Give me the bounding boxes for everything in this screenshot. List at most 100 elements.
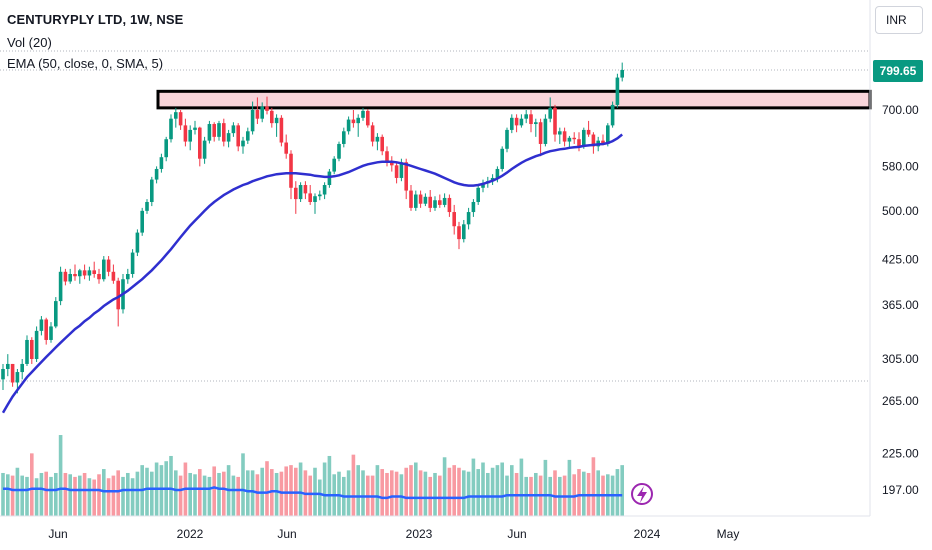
volume-bar [82, 472, 87, 516]
candle [145, 199, 149, 214]
candle [543, 114, 548, 147]
candle [260, 102, 264, 123]
candle [466, 207, 471, 230]
candle [332, 156, 336, 175]
candle [140, 207, 144, 236]
volume-bar [87, 478, 92, 516]
volume-bar [356, 465, 360, 516]
candle [414, 190, 418, 211]
volume-bar [543, 459, 548, 516]
volume-bar [529, 476, 533, 516]
candle [39, 316, 44, 336]
time-tick-label: May [717, 527, 740, 541]
candle [510, 114, 514, 134]
volume-bar [553, 470, 557, 516]
price-tick-label: 700.00 [882, 103, 919, 117]
volume-bar [375, 465, 380, 516]
volume-bar [20, 475, 24, 516]
candle [34, 326, 39, 362]
volume-bar [130, 478, 135, 516]
volume-bar [519, 458, 524, 516]
volume-bar [198, 469, 202, 516]
volume-bar [390, 470, 394, 516]
volume-bar [452, 465, 456, 516]
candle [327, 168, 332, 188]
candle [514, 114, 519, 133]
volume-bar [188, 472, 192, 516]
candle [553, 104, 557, 142]
candle [433, 196, 437, 211]
volume-bar [322, 462, 327, 516]
candle [174, 107, 178, 128]
volume-indicator-label[interactable]: Vol (20) [7, 35, 52, 50]
volume-bar [202, 475, 207, 516]
candle [346, 116, 351, 135]
volume-bar [241, 453, 245, 516]
volume-bar [442, 457, 447, 516]
volume-bar [121, 476, 125, 516]
volume-bar [178, 475, 183, 516]
candle [274, 114, 279, 137]
candle [534, 118, 538, 137]
volume-bar [250, 470, 255, 516]
volume-bar [615, 469, 620, 516]
alert-lightning-icon[interactable] [631, 483, 653, 505]
candle [505, 127, 509, 153]
volume-bar [231, 475, 236, 516]
volume-bar [63, 472, 68, 516]
candle [154, 166, 159, 184]
volume-bar [1, 472, 5, 516]
volume-bar [169, 455, 173, 516]
candle [20, 359, 24, 380]
volume-bar [78, 475, 82, 516]
price-tick-label: 305.00 [882, 352, 919, 366]
candle [92, 261, 96, 278]
volume-bar [116, 470, 120, 516]
candle [423, 193, 428, 207]
volume-bar [97, 474, 101, 516]
candle [308, 185, 312, 205]
volume-bar [361, 470, 365, 516]
candle [428, 190, 432, 213]
currency-button[interactable]: INR [875, 6, 923, 34]
candle [222, 118, 226, 147]
candle [217, 120, 221, 141]
volume-bar [351, 454, 356, 516]
volume-bar [135, 471, 140, 516]
volume-bar [313, 467, 317, 516]
candle [390, 156, 394, 172]
candle [44, 317, 48, 345]
resistance-zone [156, 89, 872, 110]
candle [370, 122, 375, 147]
volume-bar [255, 474, 260, 516]
candle [164, 136, 168, 162]
volume-bar [92, 479, 96, 516]
candle [481, 179, 485, 193]
candle [58, 266, 63, 306]
volume-bar [25, 476, 29, 516]
volume-bars [1, 435, 624, 516]
volume-bar [68, 474, 72, 516]
candle [231, 122, 236, 137]
candle [241, 136, 245, 154]
volume-bar [193, 474, 197, 516]
ema-indicator-label[interactable]: EMA (50, close, 0, SMA, 5) [7, 56, 164, 71]
candles [1, 62, 624, 394]
candle [524, 110, 528, 124]
candle [303, 181, 308, 200]
candle [207, 120, 212, 144]
volume-bar [438, 475, 442, 516]
volume-bar [289, 465, 293, 516]
candle [82, 264, 87, 280]
time-tick-label: Jun [507, 527, 526, 541]
chart-title: CENTURYPLY LTD, 1W, NSE [7, 12, 184, 27]
price-tick-label: 500.00 [882, 204, 919, 218]
volume-ma-line [3, 486, 623, 500]
candle [361, 107, 365, 121]
candle [591, 132, 596, 154]
volume-bar [34, 478, 39, 516]
candle [438, 194, 442, 208]
candle [78, 268, 82, 284]
volume-bar [111, 475, 116, 516]
